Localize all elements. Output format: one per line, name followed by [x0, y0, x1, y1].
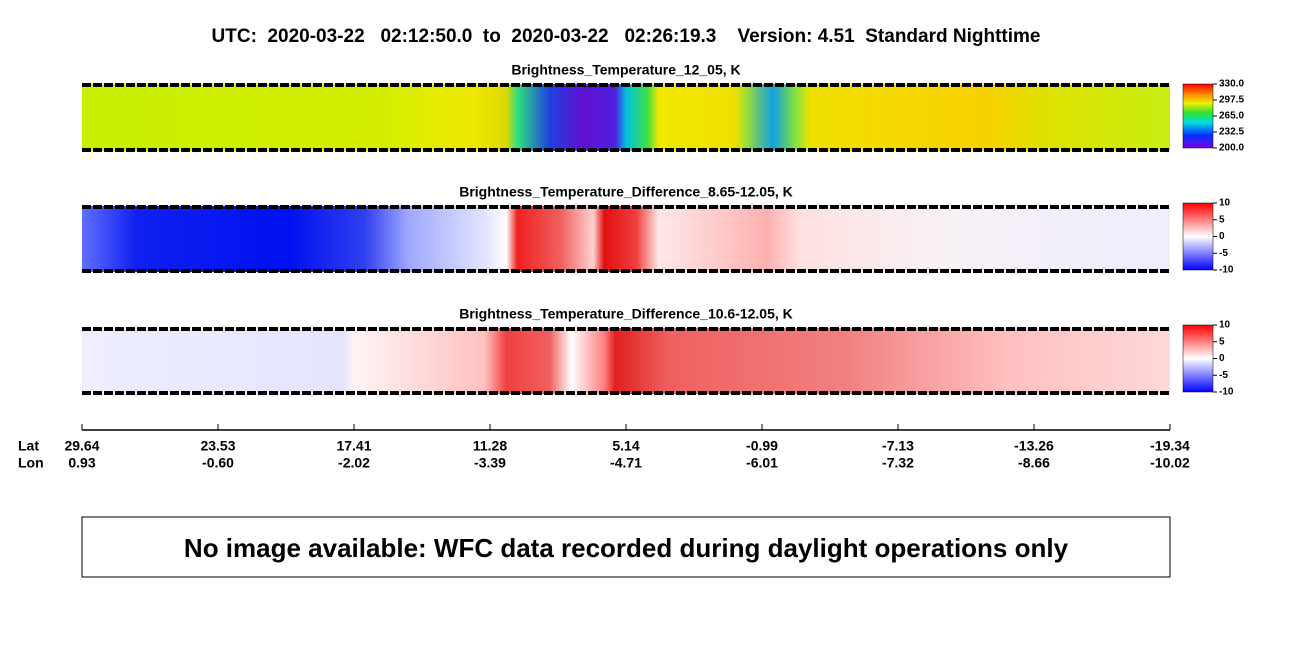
colorbar-tick-label: 0 — [1219, 231, 1225, 242]
lon-label: -8.66 — [1018, 455, 1050, 471]
lat-label: 17.41 — [336, 438, 371, 454]
lat-label: -0.99 — [746, 438, 778, 454]
lon-label: -6.01 — [746, 455, 778, 471]
colorbar-tick-label: 265.0 — [1219, 111, 1244, 122]
colorbar — [1182, 324, 1214, 393]
colorbar-tick-label: -10 — [1219, 387, 1234, 398]
colorbar — [1182, 83, 1214, 149]
lon-label: -0.60 — [202, 455, 234, 471]
image-strip — [82, 84, 1170, 151]
image-strip — [82, 206, 1170, 272]
lat-label: -19.34 — [1150, 438, 1190, 454]
lon-label: -10.02 — [1150, 455, 1190, 471]
message-box — [81, 516, 1171, 578]
colorbar-tick-label: 330.0 — [1219, 79, 1244, 90]
colorbar-tick-label: 10 — [1219, 320, 1231, 331]
lat-label: 29.64 — [64, 438, 99, 454]
lat-label: 5.14 — [612, 438, 639, 454]
image-strip — [82, 328, 1170, 394]
axis-row-label: Lon — [18, 455, 44, 471]
panel-title: Brightness_Temperature_12_05, K — [511, 62, 740, 78]
colorbar-tick-label: 10 — [1219, 198, 1231, 209]
lat-label: 11.28 — [473, 438, 507, 454]
colorbar-tick-label: 5 — [1219, 336, 1225, 347]
colorbar — [1182, 202, 1214, 271]
lat-label: -13.26 — [1014, 438, 1054, 454]
axis-row-label: Lat — [18, 438, 39, 454]
lon-label: -7.32 — [882, 455, 914, 471]
colorbar-tick-label: 200.0 — [1219, 143, 1244, 154]
lon-label: 0.93 — [68, 455, 95, 471]
lat-label: -7.13 — [882, 438, 914, 454]
message: No image available: WFC data recorded du… — [184, 533, 1069, 563]
colorbar-tick-label: -10 — [1219, 265, 1234, 276]
panel-title: Brightness_Temperature_Difference_8.65-1… — [459, 184, 793, 200]
panel-title: Brightness_Temperature_Difference_10.6-1… — [459, 306, 793, 322]
colorbar-tick-label: 5 — [1219, 214, 1225, 225]
colorbar-tick-label: 297.5 — [1219, 95, 1244, 106]
lon-label: -4.71 — [610, 455, 642, 471]
title: UTC: 2020-03-22 02:12:50.0 to 2020-03-22… — [212, 26, 1041, 47]
lon-label: -2.02 — [338, 455, 370, 471]
colorbar-tick-label: -5 — [1219, 248, 1228, 259]
strip-borders — [82, 83, 1170, 395]
colorbar-tick-label: 0 — [1219, 353, 1225, 364]
lat-label: 23.53 — [200, 438, 235, 454]
colorbar-tick-label: -5 — [1219, 370, 1228, 381]
lon-label: -3.39 — [474, 455, 506, 471]
colorbar-tick-label: 232.5 — [1219, 127, 1244, 138]
